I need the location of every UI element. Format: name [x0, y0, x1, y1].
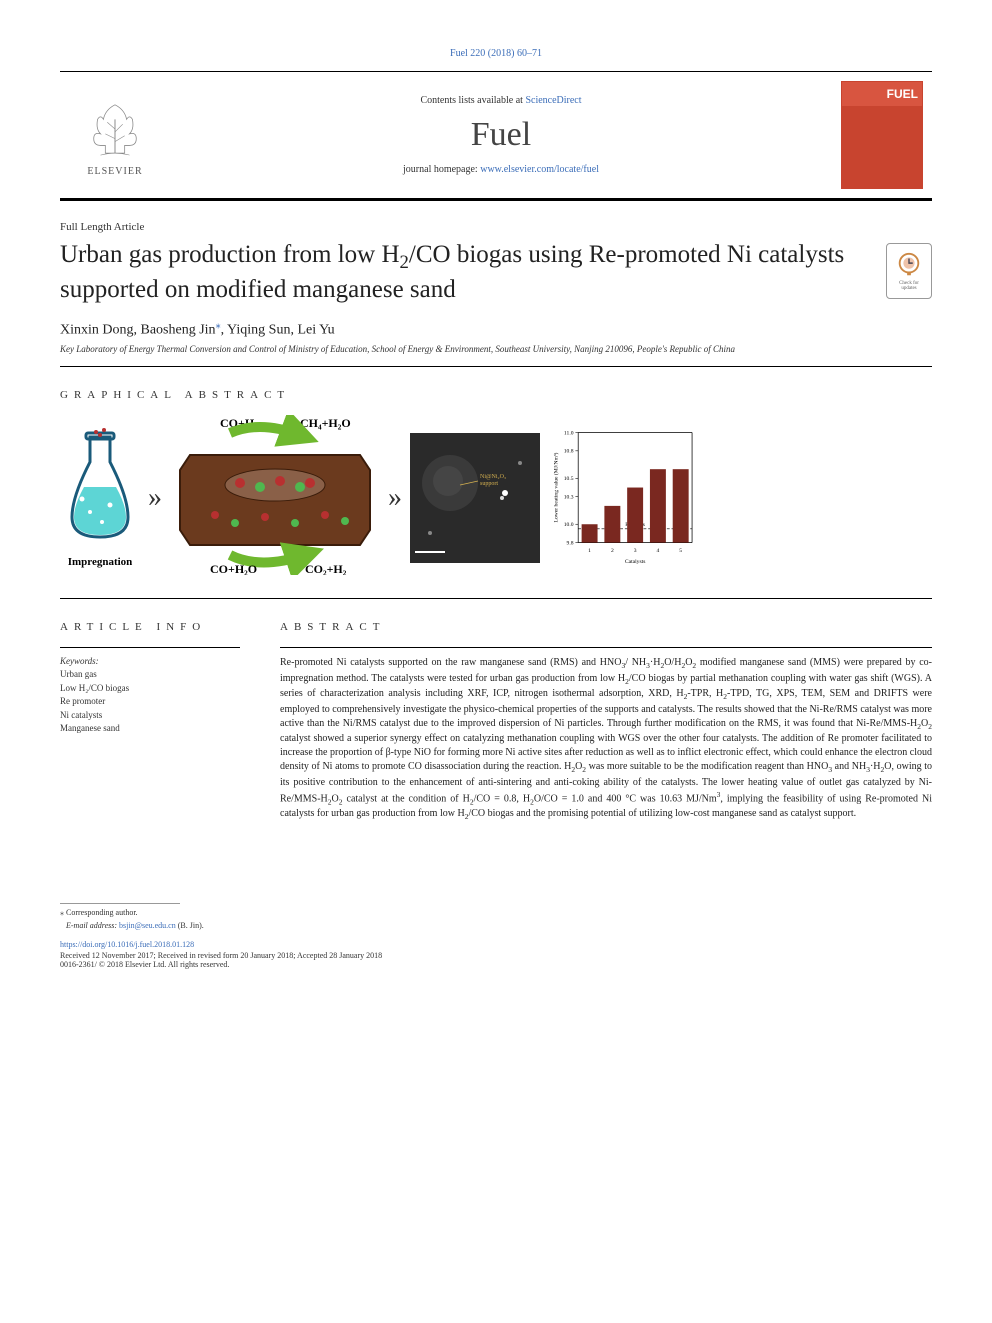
authors: Xinxin Dong, Baosheng Jin⁎, Yiqing Sun, …	[60, 320, 932, 339]
divider	[60, 598, 932, 599]
r2-label: CH₄+H₂O	[300, 416, 351, 430]
homepage-line: journal homepage: www.elsevier.com/locat…	[403, 164, 599, 175]
journal-header: ELSEVIER Contents lists available at Sci…	[60, 71, 932, 201]
svg-text:1: 1	[588, 548, 591, 554]
arrow-icon: »	[388, 482, 402, 514]
keyword-item: Urban gas	[60, 668, 240, 682]
article-info-column: ARTICLE INFO Keywords: Urban gasLow H₂/C…	[60, 607, 240, 823]
check-updates-icon	[895, 251, 923, 279]
email-suffix: (B. Jin).	[176, 921, 204, 930]
journal-name: Fuel	[471, 116, 531, 154]
keyword-item: Low H₂/CO biogas	[60, 682, 240, 696]
check-updates-label: Check for updates	[891, 281, 927, 291]
article-type: Full Length Article	[60, 221, 932, 233]
email-label: E-mail address:	[66, 921, 119, 930]
email-link[interactable]: bsjin@seu.edu.cn	[119, 921, 176, 930]
abstract-text: Re-promoted Ni catalysts supported on th…	[280, 656, 932, 823]
svg-text:10.5: 10.5	[564, 476, 574, 482]
ga-bar-chart: 9.810.010.310.510.811.0Feed gas12345Cata…	[548, 425, 698, 570]
article-history: Received 12 November 2017; Received in r…	[60, 951, 932, 960]
header-center: Contents lists available at ScienceDirec…	[170, 72, 832, 198]
svg-text:10.8: 10.8	[564, 449, 574, 455]
affiliation: Key Laboratory of Energy Thermal Convers…	[60, 344, 932, 356]
page-header-citation[interactable]: Fuel 220 (2018) 60–71	[60, 48, 932, 59]
article-title: Urban gas production from low H2/CO biog…	[60, 239, 866, 306]
r4-label: CO₂+H₂	[305, 562, 347, 575]
ga-flask-panel: Impregnation	[60, 427, 140, 568]
impregnation-label: Impregnation	[60, 556, 140, 568]
copyright: 0016-2361/ © 2018 Elsevier Ltd. All righ…	[60, 960, 932, 969]
article-info-heading: ARTICLE INFO	[60, 621, 240, 633]
reaction-diagram-icon: CO+H₂ CH₄+H₂O CO+H₂O CO₂+H₂	[170, 415, 380, 575]
sciencedirect-link[interactable]: ScienceDirect	[525, 95, 581, 106]
ga-reaction-diagram: CO+H₂ CH₄+H₂O CO+H₂O CO₂+H₂	[170, 415, 380, 580]
contents-prefix: Contents lists available at	[420, 95, 525, 106]
publisher-name: ELSEVIER	[87, 166, 142, 177]
contents-line: Contents lists available at ScienceDirec…	[420, 95, 581, 106]
keywords-heading: Keywords:	[60, 656, 240, 666]
doi-link[interactable]: https://doi.org/10.1016/j.fuel.2018.01.1…	[60, 940, 932, 949]
footnote-divider	[60, 903, 180, 904]
svg-text:10.3: 10.3	[564, 495, 574, 501]
ga-tem-image: Ni@Ni₂O₃ support	[410, 433, 540, 563]
svg-text:3: 3	[634, 548, 637, 554]
svg-text:support: support	[480, 481, 498, 487]
keywords-list: Urban gasLow H₂/CO biogasRe promoterNi c…	[60, 668, 240, 736]
keyword-item: Re promoter	[60, 695, 240, 709]
divider	[60, 647, 240, 648]
divider	[60, 366, 932, 367]
journal-cover: FUEL	[832, 72, 932, 198]
keyword-item: Manganese sand	[60, 722, 240, 736]
abstract-column: ABSTRACT Re-promoted Ni catalysts suppor…	[280, 607, 932, 823]
r3-label: CO+H₂O	[210, 562, 257, 575]
svg-text:5: 5	[679, 548, 682, 554]
arrow-icon: »	[148, 482, 162, 514]
svg-text:Lower heating value (MJ/Nm³): Lower heating value (MJ/Nm³)	[553, 452, 560, 522]
keyword-item: Ni catalysts	[60, 709, 240, 723]
svg-text:2: 2	[611, 548, 614, 554]
abstract-heading: ABSTRACT	[280, 621, 932, 633]
graphical-abstract-heading: GRAPHICAL ABSTRACT	[60, 389, 932, 401]
flask-icon	[60, 427, 140, 547]
svg-text:4: 4	[657, 548, 660, 554]
svg-text:9.8: 9.8	[567, 540, 574, 546]
elsevier-tree-icon	[85, 94, 145, 164]
divider	[280, 647, 932, 648]
graphical-abstract: Impregnation » CO+H₂ CH₄+H₂O	[60, 415, 932, 580]
svg-text:Catalysts: Catalysts	[625, 559, 646, 565]
svg-text:11.0: 11.0	[564, 430, 574, 436]
email-line: E-mail address: bsjin@seu.edu.cn (B. Jin…	[60, 921, 932, 930]
check-updates-badge[interactable]: Check for updates	[886, 243, 932, 299]
svg-text:10.0: 10.0	[564, 522, 574, 528]
cover-title: FUEL	[887, 87, 918, 101]
corresponding-author-note: ⁎ Corresponding author.	[60, 908, 932, 917]
homepage-prefix: journal homepage:	[403, 164, 480, 175]
svg-text:Ni@Ni₂O₃: Ni@Ni₂O₃	[480, 474, 506, 480]
homepage-link[interactable]: www.elsevier.com/locate/fuel	[480, 164, 599, 175]
publisher-logo: ELSEVIER	[60, 72, 170, 198]
